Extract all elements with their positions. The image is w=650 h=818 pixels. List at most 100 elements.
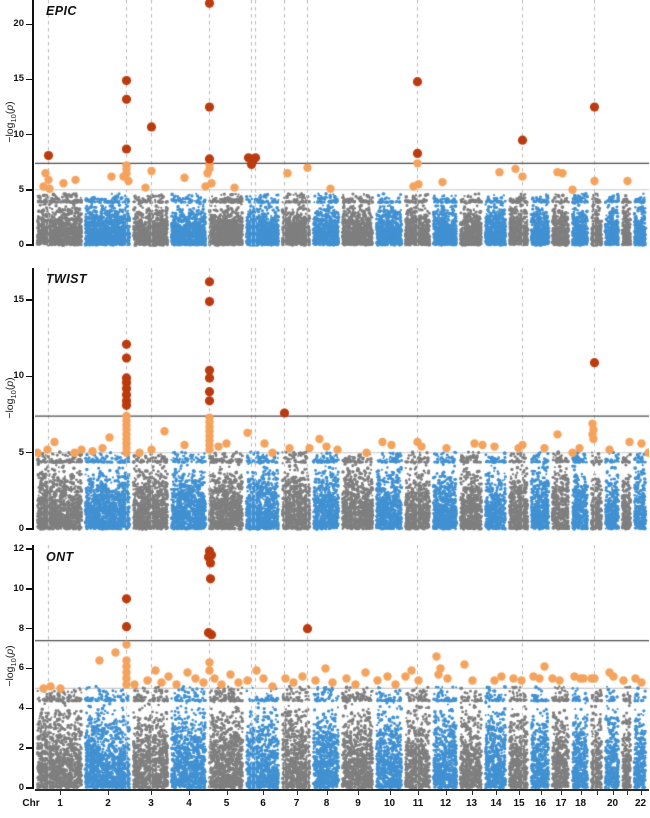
y-label-paren: ): [4, 101, 16, 105]
ont-scatter-canvas: [35, 545, 649, 793]
chr-tick: [226, 790, 228, 795]
chr-tick-label: 1: [57, 798, 63, 809]
panel-title-epic: EPIC: [46, 4, 77, 18]
y-axis-label-twist: −log10(p): [3, 358, 19, 438]
chr-tick-label: 20: [606, 798, 619, 809]
chr-tick: [597, 790, 599, 795]
x-axis-line: [35, 789, 649, 791]
y-tick-label: 20: [13, 18, 24, 30]
y-axis-line-epic: [32, 0, 34, 246]
y-label-variable: p: [4, 380, 16, 387]
panel-title-ont: ONT: [46, 550, 74, 564]
y-tick-label: 8: [18, 622, 24, 634]
twist-scatter-canvas: [35, 268, 649, 534]
y-label-subscript: 10: [9, 390, 19, 399]
chr-tick: [108, 790, 110, 795]
y-tick-label: 10: [13, 370, 24, 382]
chr-tick-label: 8: [323, 798, 330, 809]
chr-tick: [561, 790, 563, 795]
chr-tick: [60, 790, 62, 795]
y-tick: [26, 189, 32, 191]
chr-tick: [189, 790, 191, 795]
chr-tick-label: 22: [634, 798, 647, 809]
y-tick: [26, 299, 32, 301]
y-tick-label: 4: [18, 702, 24, 714]
y-axis-label-ont: −log10(p): [3, 626, 19, 706]
chr-tick: [580, 790, 582, 795]
y-tick-label: 15: [13, 73, 24, 85]
chr-tick: [445, 790, 447, 795]
y-tick-label: 0: [18, 523, 24, 534]
y-tick: [26, 528, 32, 530]
chr-tick-label: 3: [148, 798, 154, 809]
chr-tick-label: 18: [574, 798, 587, 809]
chr-tick: [496, 790, 498, 795]
chr-tick-label: 14: [490, 798, 502, 809]
y-tick-label: 10: [13, 582, 24, 594]
chr-tick-label: 17: [555, 798, 567, 809]
chr-tick-label: 11: [412, 798, 424, 809]
y-label-paren: ): [4, 645, 16, 649]
chr-tick-label: 7: [293, 798, 300, 809]
y-tick: [26, 747, 32, 749]
y-tick: [26, 244, 32, 246]
y-label-text: −log: [4, 398, 16, 419]
chr-tick-label: 2: [105, 798, 111, 809]
y-tick: [26, 78, 32, 81]
chr-tick: [540, 790, 542, 795]
y-label-text: −log: [4, 666, 16, 687]
y-label-paren: (: [4, 110, 16, 115]
y-label-variable: p: [4, 648, 16, 655]
y-tick-label: 2: [18, 742, 24, 754]
y-tick: [26, 707, 32, 710]
chr-tick-label: 9: [355, 798, 361, 809]
chr-tick-label: 6: [260, 798, 266, 809]
chr-tick: [471, 790, 473, 795]
y-axis-line-twist: [32, 268, 34, 530]
y-tick: [26, 375, 32, 378]
chr-tick: [640, 790, 642, 795]
y-label-paren: ): [4, 377, 16, 381]
chr-tick-label: 5: [223, 798, 230, 809]
chr-tick: [151, 790, 153, 795]
y-tick: [26, 548, 32, 550]
chr-tick: [627, 790, 629, 795]
y-tick-label: 0: [18, 239, 24, 250]
chr-tick: [326, 790, 328, 795]
chr-tick-label: 15: [513, 798, 525, 809]
chr-tick-label: 16: [534, 798, 547, 809]
chr-tick-label: 10: [383, 798, 396, 809]
y-tick-label: 6: [18, 662, 24, 674]
chr-tick: [263, 790, 265, 795]
y-tick: [26, 588, 32, 590]
chr-tick-label: 13: [465, 798, 478, 809]
y-label-text: −log: [4, 122, 16, 143]
x-axis-title: Chr: [22, 798, 40, 809]
y-tick: [26, 627, 32, 630]
chr-tick-label: 4: [186, 798, 192, 809]
y-label-subscript: 10: [9, 114, 19, 123]
chr-tick: [612, 790, 614, 795]
y-axis-line-ont: [32, 545, 34, 789]
y-tick-label: 12: [13, 542, 24, 554]
y-label-paren: (: [4, 654, 16, 659]
y-axis-label-epic: −log10(p): [3, 82, 19, 162]
epic-scatter-canvas: [35, 0, 649, 250]
chr-tick: [519, 790, 521, 795]
y-tick: [26, 133, 32, 136]
panel-title-twist: TWIST: [46, 272, 87, 286]
y-tick-label: 15: [13, 294, 24, 306]
chr-tick: [296, 790, 298, 795]
y-tick-label: 0: [18, 782, 24, 793]
y-tick-label: 5: [18, 446, 24, 458]
y-tick: [26, 23, 32, 25]
y-tick: [26, 667, 32, 670]
chr-tick: [418, 790, 420, 795]
y-tick-label: 10: [13, 128, 24, 140]
y-label-subscript: 10: [9, 658, 19, 667]
chr-tick-label: 12: [439, 798, 452, 809]
chr-tick: [358, 790, 360, 795]
y-tick: [26, 787, 32, 789]
y-tick-label: 5: [18, 183, 24, 195]
y-tick: [26, 451, 32, 454]
